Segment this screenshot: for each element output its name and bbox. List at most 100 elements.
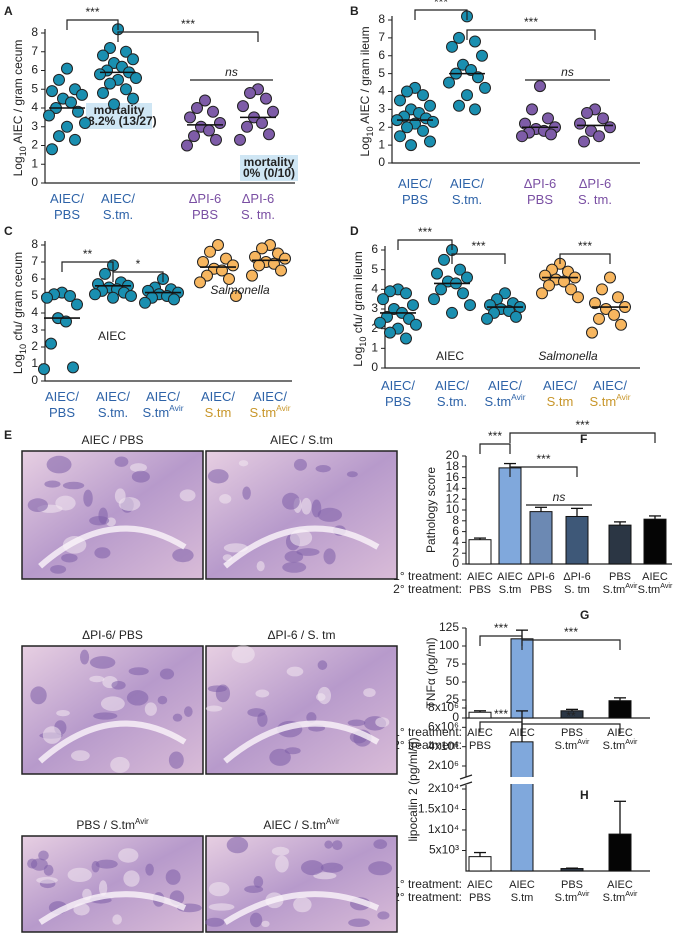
category-label: AIEC bbox=[467, 879, 493, 891]
crypt bbox=[111, 680, 126, 690]
data-point bbox=[79, 117, 91, 129]
data-point bbox=[578, 135, 590, 148]
image-title: PBS / S.tmAvir bbox=[76, 817, 149, 833]
data-point bbox=[400, 332, 412, 345]
significance-label: *** bbox=[471, 239, 485, 253]
data-point bbox=[394, 94, 406, 107]
data-point bbox=[431, 267, 443, 280]
significance-label: *** bbox=[434, 0, 448, 9]
y-tick-label: 5 bbox=[31, 288, 38, 302]
data-point bbox=[400, 287, 412, 300]
bar bbox=[643, 518, 667, 565]
y-tick-label: 4 bbox=[371, 282, 378, 296]
group-label: AIEC bbox=[436, 349, 464, 363]
crypt bbox=[284, 747, 301, 755]
crypt bbox=[255, 689, 270, 698]
data-point bbox=[97, 87, 109, 99]
y-tick-label: 6 bbox=[371, 242, 378, 256]
y-tick-label: 2 bbox=[371, 321, 378, 335]
data-point bbox=[120, 45, 132, 58]
crypt bbox=[30, 858, 48, 871]
category-line: AIEC/ bbox=[435, 378, 469, 393]
crypt bbox=[271, 846, 290, 856]
category-label: S. tm. bbox=[241, 207, 275, 222]
data-point bbox=[510, 310, 522, 323]
crypt bbox=[98, 880, 108, 896]
data-point bbox=[394, 130, 406, 143]
data-point bbox=[424, 99, 436, 112]
crypt bbox=[317, 507, 343, 522]
significance-bracket bbox=[509, 466, 578, 477]
image-title: AIEC / S.tm bbox=[270, 433, 333, 447]
category-line: S.tm bbox=[205, 405, 232, 420]
category-label: S.tm. bbox=[103, 207, 133, 222]
category-line: AIEC/ bbox=[201, 389, 235, 404]
crypt bbox=[95, 859, 118, 869]
category-sup: Avir bbox=[625, 890, 638, 898]
crypt bbox=[126, 690, 149, 706]
category-line: ΔPI-6 bbox=[189, 191, 222, 206]
category-label: AIEC/ bbox=[96, 389, 130, 404]
data-point bbox=[223, 273, 235, 285]
category-label: AIEC/ bbox=[146, 389, 180, 404]
y-tick-label: 0 bbox=[378, 155, 385, 169]
data-point bbox=[427, 115, 439, 128]
crypt bbox=[208, 881, 230, 897]
image-title: ΔPI-6 / S. tm bbox=[267, 628, 335, 642]
y-tick-label: 7 bbox=[31, 254, 38, 268]
data-point bbox=[188, 130, 200, 143]
lumen bbox=[38, 720, 187, 764]
data-point bbox=[279, 252, 291, 265]
data-point bbox=[89, 288, 101, 301]
crypt bbox=[50, 564, 67, 574]
data-point bbox=[384, 326, 396, 339]
y-tick-label: 1 bbox=[371, 341, 378, 355]
crypt bbox=[61, 553, 78, 563]
y-tick-label: 1 bbox=[31, 356, 38, 370]
category-line: AIEC/ bbox=[50, 191, 84, 206]
y-label-sub: 10 bbox=[18, 146, 28, 156]
row-label: 1° treatment: bbox=[393, 569, 462, 583]
panel-letter: C bbox=[4, 224, 13, 238]
category-label: ΔPI-6 bbox=[527, 571, 555, 583]
crypt bbox=[42, 726, 62, 744]
image-title: AIEC / PBS bbox=[81, 433, 143, 447]
category-line: AIEC/ bbox=[381, 378, 415, 393]
significance-label: ** bbox=[83, 247, 93, 261]
category-line: AIEC/ bbox=[398, 176, 432, 191]
significance-label: *** bbox=[575, 418, 589, 432]
y-tick-label: 0 bbox=[452, 710, 459, 724]
category-label: AIEC/ bbox=[201, 389, 235, 404]
data-point bbox=[104, 77, 116, 90]
note-text: 48.2% (13/27) bbox=[81, 114, 156, 128]
category-label: S.tmAvir bbox=[603, 582, 638, 596]
category-line: AIEC bbox=[642, 571, 668, 583]
y-tick-label: 6 bbox=[452, 524, 459, 538]
category-label: S.tmAvir bbox=[555, 890, 590, 904]
data-point bbox=[593, 312, 605, 325]
data-point bbox=[107, 291, 119, 304]
y-tick-label: 2x10⁶ bbox=[428, 758, 459, 772]
significance-bracket bbox=[521, 723, 621, 734]
data-point bbox=[71, 298, 83, 311]
category-line: PBS bbox=[49, 405, 75, 420]
category-line: PBS bbox=[530, 584, 552, 596]
data-point bbox=[53, 130, 65, 143]
data-point bbox=[453, 99, 465, 112]
y-tick-label: 0 bbox=[31, 175, 38, 189]
data-point bbox=[446, 40, 458, 53]
crypt bbox=[55, 495, 76, 511]
category-sup: Avir bbox=[276, 403, 291, 413]
crypt bbox=[242, 486, 251, 500]
category-label: S.tm. bbox=[452, 192, 482, 207]
category-line: PBS bbox=[609, 571, 631, 583]
image-title-sup: Avir bbox=[326, 817, 340, 826]
category-label: PBS bbox=[561, 727, 583, 739]
crypt bbox=[36, 876, 58, 884]
category-label: AIEC/ bbox=[450, 176, 484, 191]
data-point bbox=[516, 130, 528, 143]
image-title-text: ΔPI-6 / S. tm bbox=[267, 628, 335, 642]
data-point bbox=[253, 259, 265, 272]
panel-letter: D bbox=[350, 224, 359, 238]
y-tick-label: 1x10⁴ bbox=[428, 822, 459, 836]
